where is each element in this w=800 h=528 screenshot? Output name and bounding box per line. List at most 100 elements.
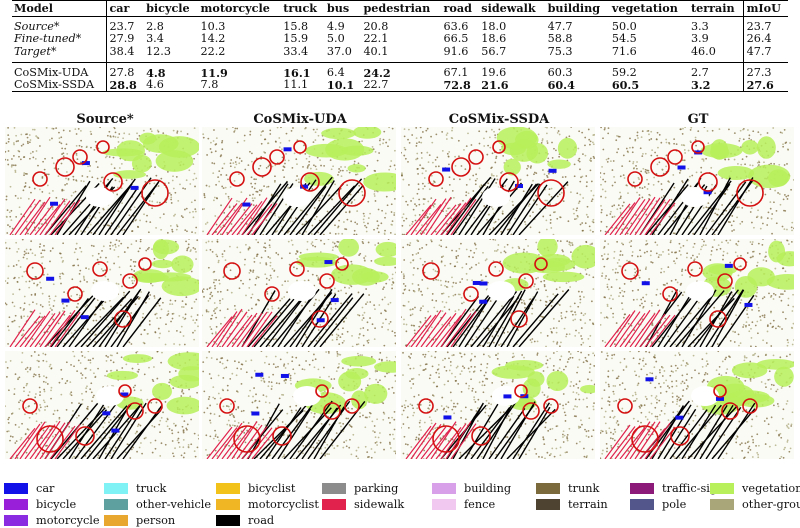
legend-item-motorcyclist: motorcyclist <box>216 497 319 511</box>
legend-item-person: person <box>104 513 176 527</box>
highlight-circle <box>103 172 123 192</box>
legend-label: bicyclist <box>248 481 296 495</box>
highlight-circle <box>543 398 559 414</box>
highlight-circle <box>311 310 329 328</box>
highlight-circle <box>141 179 169 207</box>
cell-value: 60.5 <box>611 78 640 93</box>
highlight-circle <box>499 172 519 192</box>
table-row: Target* 38.4 12.3 22.2 33.4 37.0 40.1 91.6 56.7 7… <box>12 44 788 63</box>
cell-value: 6.4 <box>323 61 361 80</box>
legend-swatch <box>322 482 346 494</box>
cell-value: 3.3 <box>690 20 709 33</box>
legend-item-other-ground: other-ground <box>710 497 800 511</box>
legend-item-other-vehicle: other-vehicle <box>104 497 212 511</box>
legend-swatch <box>536 482 560 494</box>
highlight-circle <box>223 262 241 280</box>
legend-label: parking <box>354 481 399 495</box>
highlight-circle <box>338 179 366 207</box>
row-model-name: Target* <box>14 44 57 58</box>
legend-label: building <box>464 481 512 495</box>
cell-value: 27.8 <box>105 61 144 80</box>
cell-value: 4.6 <box>146 78 164 92</box>
highlight-circle <box>122 273 138 289</box>
cell-value: 67.1 <box>440 61 479 80</box>
column-title-gt: GT <box>687 112 709 127</box>
highlight-circle <box>621 262 639 280</box>
highlight-circle <box>717 273 733 289</box>
legend-swatch <box>322 498 346 510</box>
highlight-circle <box>272 426 292 446</box>
cell-value: 20.8 <box>363 20 389 33</box>
highlight-circle <box>662 286 678 302</box>
column-title-source: Source* <box>76 112 134 127</box>
cell-value: 23.7 <box>105 16 144 34</box>
cell-value: 37.0 <box>326 44 352 58</box>
highlight-circle <box>451 157 471 177</box>
cell-value: 19.6 <box>478 61 545 80</box>
highlight-circle <box>537 179 565 207</box>
cell-value: 46.0 <box>690 44 716 58</box>
cell-value: 63.6 <box>443 20 469 33</box>
highlight-circle <box>315 384 329 398</box>
header-terrain: terrain <box>690 1 735 16</box>
cell-value: 3.4 <box>146 32 164 46</box>
legend-item-bicyclist: bicyclist <box>216 481 296 495</box>
legend-swatch <box>710 498 734 510</box>
cell-value: 50.0 <box>611 20 637 33</box>
header-building: building <box>547 1 601 16</box>
highlight-circle <box>252 157 272 177</box>
highlight-circle <box>269 149 285 165</box>
header-model: Model <box>14 1 54 16</box>
highlight-circle <box>670 426 690 446</box>
highlight-circle <box>293 140 307 154</box>
cell-value: 12.3 <box>146 44 171 58</box>
column-title-cosmix-ssda: CoSMix-SSDA <box>448 112 550 127</box>
highlight-circle <box>468 149 484 165</box>
cell-value: 59.2 <box>608 61 688 80</box>
highlight-circle <box>627 171 643 187</box>
highlight-circle <box>67 286 83 302</box>
highlight-circle <box>510 310 528 328</box>
cell-value: 16.1 <box>280 61 324 80</box>
highlight-circle <box>92 261 108 277</box>
legend-item-motorcycle: motorcycle <box>4 513 100 527</box>
cell-value: 23.7 <box>742 16 788 34</box>
highlight-circle <box>514 384 528 398</box>
highlight-circle <box>518 273 534 289</box>
cell-value: 54.5 <box>611 32 637 46</box>
legend-swatch <box>104 482 128 494</box>
header-pedestrian: pedestrian <box>363 1 431 16</box>
legend-label: motorcyclist <box>248 497 319 511</box>
cell-value: 24.2 <box>360 61 441 80</box>
cell-value: 26.4 <box>742 32 788 46</box>
header-sidewalk: sidewalk <box>481 1 536 16</box>
legend-swatch <box>4 482 28 494</box>
legend-label: sidewalk <box>354 497 405 511</box>
cell-value: 47.7 <box>742 45 788 63</box>
legend-label: person <box>136 513 176 527</box>
header-miou: mIoU <box>742 0 788 17</box>
legend-swatch <box>216 514 240 526</box>
legend-label: other-vehicle <box>136 497 212 511</box>
legend-label: other-ground <box>742 497 800 511</box>
legend-item-sidewalk: sidewalk <box>322 497 405 511</box>
legend-item-fence: fence <box>432 498 495 511</box>
header-vegetation: vegetation <box>611 1 678 16</box>
legend-item-car: car <box>4 482 54 495</box>
legend-swatch <box>710 482 734 494</box>
pointcloud-panel <box>401 351 595 459</box>
cell-value: 2.8 <box>146 20 164 33</box>
cell-value: 3.9 <box>690 32 709 46</box>
highlight-circle <box>26 262 44 280</box>
cell-value: 7.8 <box>200 78 219 92</box>
cell-value: 56.7 <box>481 44 507 58</box>
pointcloud-panel <box>600 351 794 459</box>
highlight-circle <box>534 257 548 271</box>
header-bus: bus <box>326 1 350 16</box>
legend-label: motorcycle <box>36 513 100 527</box>
header-car: car <box>105 0 144 17</box>
pointcloud-panel <box>202 351 396 459</box>
highlight-circle <box>428 171 444 187</box>
legend: car bicycle motorcycle truck other-vehicle pe… <box>0 476 800 528</box>
highlight-circle <box>36 425 64 453</box>
